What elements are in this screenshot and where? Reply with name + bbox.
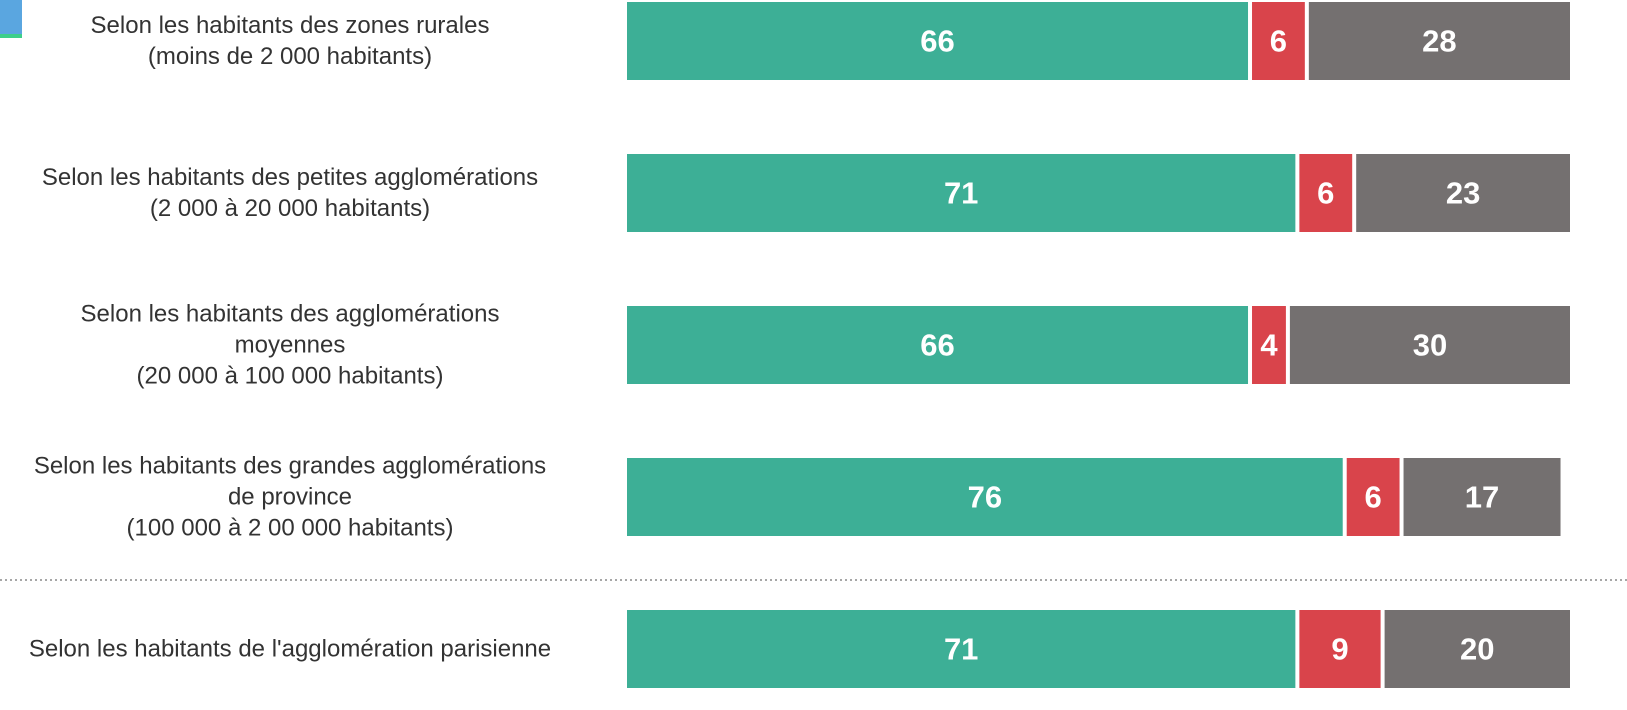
value-label: 66 [920, 328, 954, 363]
value-label: 6 [1317, 176, 1334, 211]
value-label: 23 [1446, 176, 1480, 211]
value-label: 76 [968, 480, 1002, 515]
bar-segment [1299, 154, 1353, 232]
bar-segment [1299, 610, 1381, 688]
value-label: 71 [944, 176, 978, 211]
icon [0, 0, 22, 34]
bar-segment [627, 2, 1249, 80]
bar-segment [627, 154, 1296, 232]
bar-segment [1252, 2, 1305, 80]
category-label: Selon les habitants de l'agglomération p… [28, 635, 552, 663]
bar-segment [1252, 306, 1286, 384]
bar-segment [1346, 458, 1400, 536]
value-label: 6 [1365, 480, 1382, 515]
bar-segment [627, 610, 1296, 688]
value-label: 4 [1260, 328, 1278, 363]
category-label: Selon les habitants des grandes agglomér… [33, 452, 547, 542]
value-label: 71 [944, 632, 978, 667]
category-label: Selon les habitants des petites agglomér… [41, 164, 539, 222]
value-label: 17 [1465, 480, 1499, 515]
bar-segment [1289, 306, 1570, 384]
value-label: 66 [920, 24, 954, 59]
bar-segment [627, 306, 1249, 384]
value-label: 28 [1422, 24, 1456, 59]
category-label: Selon les habitants des zones rurales (m… [90, 12, 490, 70]
bar-segment [1384, 610, 1570, 688]
value-label: 6 [1270, 24, 1287, 59]
value-label: 9 [1331, 632, 1348, 667]
icon-base [0, 34, 22, 38]
value-label: 20 [1460, 632, 1494, 667]
bar-segment [1308, 2, 1570, 80]
bar-segment [627, 458, 1343, 536]
bar-segment [1356, 154, 1570, 232]
category-label: Selon les habitants des agglomérations m… [80, 300, 500, 390]
bar-segment [1403, 458, 1561, 536]
value-label: 30 [1413, 328, 1447, 363]
